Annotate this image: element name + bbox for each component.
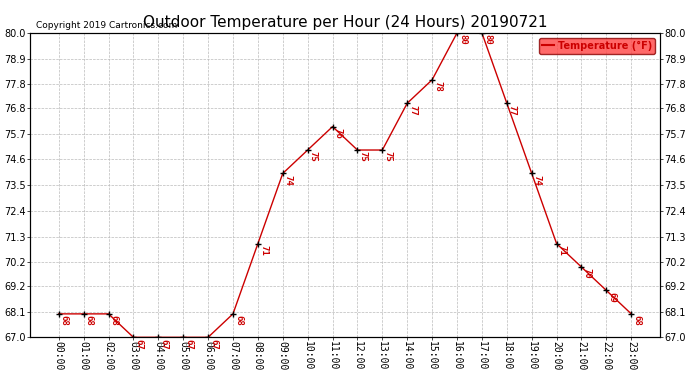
- Text: 69: 69: [607, 292, 616, 303]
- Text: 75: 75: [359, 152, 368, 162]
- Text: 71: 71: [558, 245, 566, 256]
- Text: 74: 74: [284, 175, 293, 186]
- Text: 77: 77: [508, 105, 517, 116]
- Text: 75: 75: [384, 152, 393, 162]
- Title: Outdoor Temperature per Hour (24 Hours) 20190721: Outdoor Temperature per Hour (24 Hours) …: [143, 15, 547, 30]
- Text: 68: 68: [632, 315, 641, 326]
- Text: 76: 76: [333, 128, 343, 139]
- Text: 67: 67: [184, 339, 193, 350]
- Text: 75: 75: [308, 152, 317, 162]
- Text: 78: 78: [433, 81, 442, 92]
- Text: 67: 67: [209, 339, 218, 350]
- Text: 80: 80: [483, 34, 492, 45]
- Text: 68: 68: [234, 315, 243, 326]
- Text: 77: 77: [408, 105, 417, 116]
- Text: 67: 67: [159, 339, 168, 350]
- Text: 70: 70: [582, 268, 591, 279]
- Text: 67: 67: [135, 339, 144, 350]
- Text: 74: 74: [533, 175, 542, 186]
- Text: 68: 68: [110, 315, 119, 326]
- Text: 68: 68: [60, 315, 69, 326]
- Text: 80: 80: [458, 34, 467, 45]
- Text: Copyright 2019 Cartronics.com: Copyright 2019 Cartronics.com: [37, 21, 177, 30]
- Legend: Temperature (°F): Temperature (°F): [540, 38, 655, 54]
- Text: 68: 68: [85, 315, 94, 326]
- Text: 71: 71: [259, 245, 268, 256]
